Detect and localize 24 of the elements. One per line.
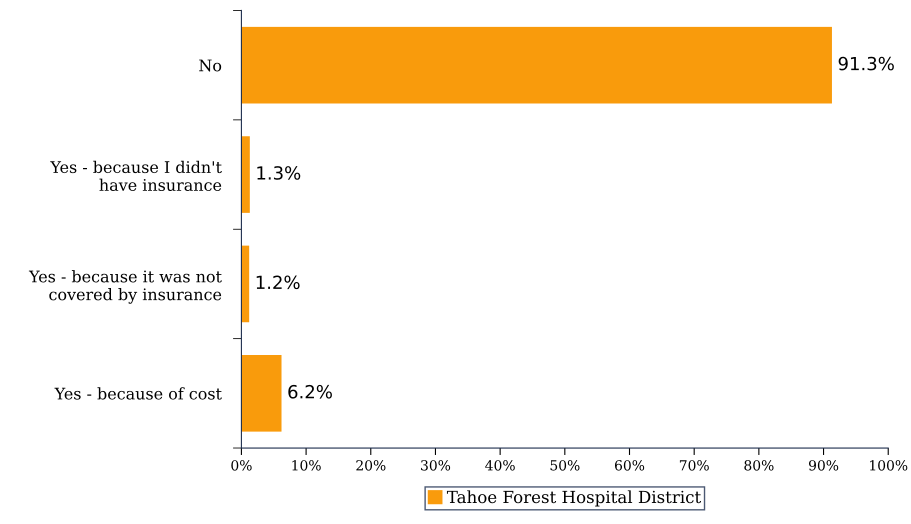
y-tick-label: No	[199, 60, 222, 72]
x-tick-label: 50%	[550, 460, 580, 471]
bar	[241, 355, 282, 432]
legend-label: Tahoe Forest Hospital District	[446, 490, 702, 506]
x-tick-label: 100%	[870, 460, 908, 471]
bar	[241, 246, 250, 322]
y-tick-label: Yes - because it was not covered by insurance	[28, 270, 222, 304]
x-tick-label: 90%	[808, 460, 838, 471]
y-tick-label: Yes - because of cost	[54, 387, 222, 400]
text: 6.2%	[288, 384, 332, 399]
text: 1.2%	[256, 276, 300, 290]
x-tick-label: 10%	[292, 460, 321, 471]
x-tick-label: 20%	[356, 460, 386, 471]
text: 1.3%	[257, 166, 300, 180]
x-tick-label: 0%	[231, 460, 252, 471]
y-tick-label: Yes - because I didn't have insurance	[50, 160, 222, 192]
x-tick-label: 60%	[614, 460, 644, 471]
bar	[241, 136, 250, 213]
x-tick-label: 80%	[744, 460, 774, 471]
text: 91.3%	[838, 56, 894, 70]
x-tick-label: 70%	[680, 460, 709, 471]
bar	[241, 26, 832, 104]
x-tick-label: 40%	[485, 460, 515, 471]
x-tick-label: 30%	[421, 460, 450, 471]
